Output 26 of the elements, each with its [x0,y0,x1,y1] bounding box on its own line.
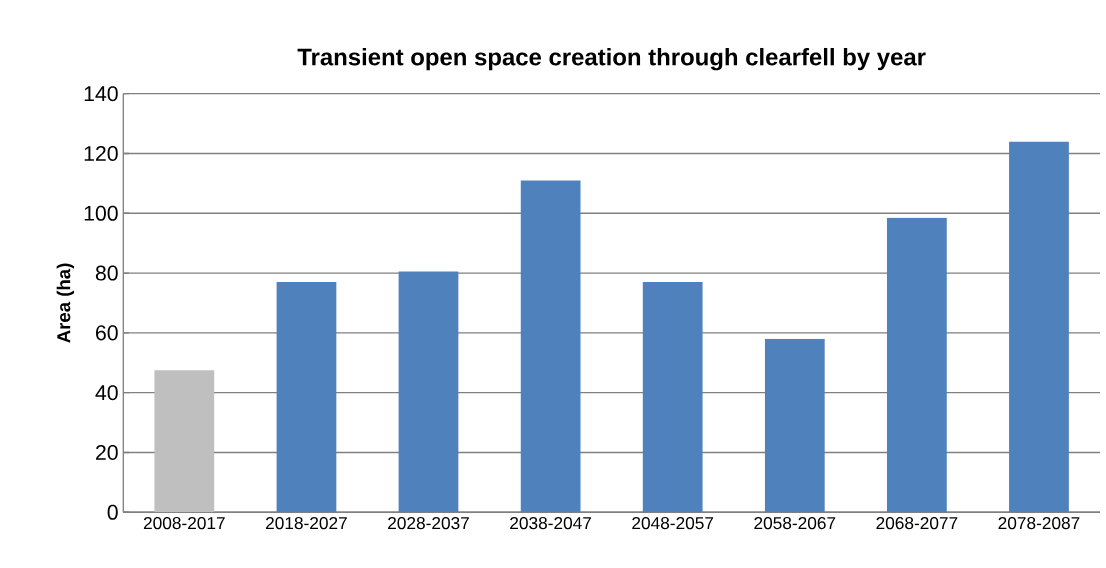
y-tick-label: 120 [84,145,118,161]
bar [1009,141,1069,513]
x-tick-label: 2018-2027 [266,516,347,530]
bar [642,282,703,513]
x-tick-label: 2058-2067 [754,516,836,530]
y-tick-label: 80 [95,265,118,281]
y-tick-label: 60 [96,325,118,341]
x-tick-label: 2008-2017 [143,516,225,530]
bar [154,370,215,513]
x-tick-label: 2048-2057 [632,516,714,530]
y-tick-label: 40 [95,385,118,401]
bar [886,217,947,513]
y-tick-label: 140 [84,86,118,102]
bar [276,282,337,513]
x-tick-label: 2068-2077 [876,516,958,530]
chart-title: Transient open space creation through clearfell by year [297,47,926,71]
bar [520,180,581,513]
y-tick-label: 20 [96,444,118,460]
y-tick-label: 0 [107,504,118,520]
bar [764,338,825,513]
y-axis-title: Area (ha) [56,263,75,343]
x-tick-label: 2038-2047 [510,516,592,530]
y-tick-label: 100 [84,205,118,221]
x-tick-label: 2028-2037 [388,516,469,530]
bar [398,271,459,513]
x-tick-label: 2078-2087 [998,516,1080,530]
